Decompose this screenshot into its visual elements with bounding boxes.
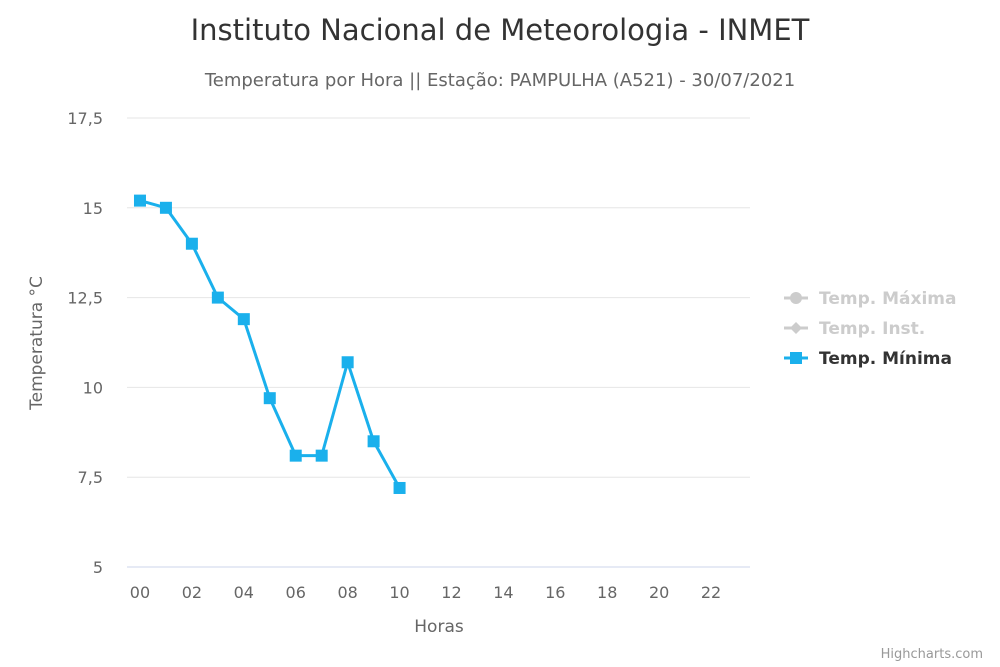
data-point-marker[interactable]: [393, 481, 406, 494]
legend-item[interactable]: Temp. Inst.: [784, 319, 925, 339]
legend-label: Temp. Mínima: [819, 349, 952, 369]
legend-square-icon: [790, 352, 802, 364]
y-tick-label: 5: [93, 558, 103, 577]
legend: Temp. Máxima Temp. Inst. Temp. Mínima: [784, 289, 957, 369]
legend-label: Temp. Inst.: [819, 319, 925, 339]
legend-label: Temp. Máxima: [819, 289, 957, 309]
grid-lines: [127, 117, 750, 568]
y-tick-label: 7,5: [78, 468, 103, 487]
x-tick-label: 02: [182, 583, 202, 602]
x-tick-label: 04: [234, 583, 254, 602]
x-tick-label: 22: [701, 583, 721, 602]
x-tick-label: 14: [493, 583, 513, 602]
credits-link[interactable]: Highcharts.com: [881, 647, 983, 662]
y-tick-label: 17,5: [67, 109, 103, 128]
data-point-marker[interactable]: [289, 449, 302, 462]
x-tick-label: 08: [337, 583, 357, 602]
x-tick-label: 06: [286, 583, 306, 602]
data-point-marker[interactable]: [263, 392, 276, 405]
data-point-marker[interactable]: [133, 194, 146, 207]
x-tick-label: 10: [389, 583, 409, 602]
legend-item[interactable]: Temp. Máxima: [784, 289, 957, 309]
data-point-marker[interactable]: [237, 313, 250, 326]
series-layer: [133, 194, 406, 494]
data-point-marker[interactable]: [315, 449, 328, 462]
x-tick-label: 00: [130, 583, 150, 602]
series-line-temp-minima: [138, 199, 402, 490]
x-tick-label: 16: [545, 583, 565, 602]
chart-title: Instituto Nacional de Meteorologia - INM…: [191, 13, 810, 47]
legend-diamond-icon: [790, 322, 802, 334]
data-point-marker[interactable]: [367, 435, 380, 448]
y-tick-label: 12,5: [67, 289, 103, 308]
x-tick-label: 12: [441, 583, 461, 602]
data-point-marker[interactable]: [159, 201, 172, 214]
data-point-marker[interactable]: [211, 291, 224, 304]
y-tick-label: 15: [83, 199, 103, 218]
y-axis-title: Temperatura °C: [27, 276, 47, 411]
x-tick-label: 18: [597, 583, 617, 602]
chart-subtitle: Temperatura por Hora || Estação: PAMPULH…: [204, 70, 795, 91]
legend-circle-icon: [790, 292, 802, 304]
data-point-marker[interactable]: [185, 237, 198, 250]
x-axis-title: Horas: [414, 617, 464, 637]
x-axis-ticks: 00 02 04 06 08 10 12 14 16 18 20 22: [130, 583, 721, 602]
y-tick-label: 10: [83, 378, 103, 397]
data-point-marker[interactable]: [341, 356, 354, 369]
y-axis-ticks: 5 7,5 10 12,5 15 17,5: [67, 109, 103, 577]
legend-item[interactable]: Temp. Mínima: [784, 349, 952, 369]
x-tick-label: 20: [649, 583, 669, 602]
